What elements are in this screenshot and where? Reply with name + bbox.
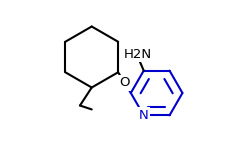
Text: N: N	[139, 109, 149, 122]
Text: O: O	[119, 76, 130, 89]
Text: H2N: H2N	[123, 48, 152, 62]
